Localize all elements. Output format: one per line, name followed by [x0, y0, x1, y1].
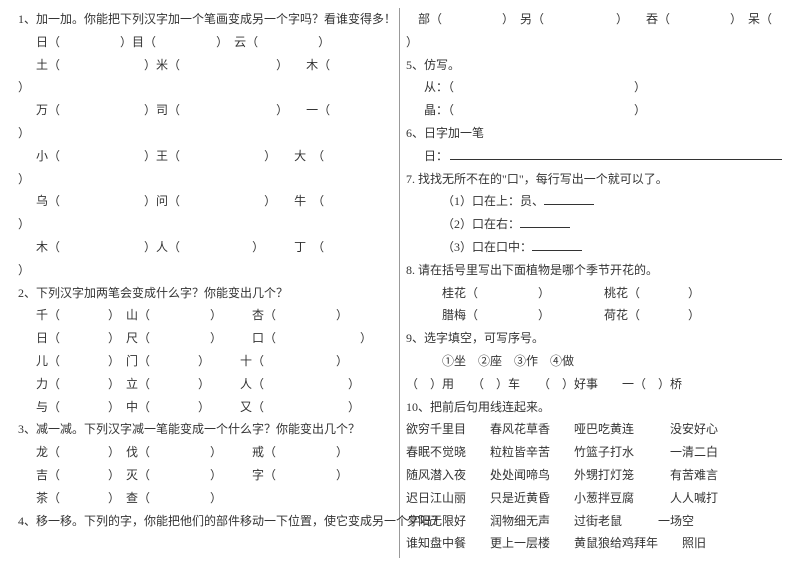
q1-row3: 万（ ）司（ ） 一（ [18, 99, 393, 122]
txt: ）目（ [120, 35, 156, 49]
q9-title: 9、选字填空，可写序号。 [406, 327, 782, 350]
q7-title: 7. 找找无所不在的"口"，每行写出一个就可以了。 [406, 168, 782, 191]
txt: ） 大 （ [264, 149, 324, 163]
txt: ） 牛 （ [264, 194, 324, 208]
txt: ）司（ [144, 103, 180, 117]
q2-r3: 儿（ ） 门（ ） 十（ ） [18, 350, 393, 373]
blank [60, 103, 144, 117]
txt: ） 云（ [216, 35, 258, 49]
txt: 木（ [36, 240, 60, 254]
blank [180, 194, 264, 208]
q7-r1: （1）口在上：员、 [406, 190, 782, 213]
q6-title: 6、日字加一笔 [406, 122, 782, 145]
q4-contend: ） [406, 31, 782, 54]
q5-title: 5、仿写。 [406, 54, 782, 77]
blank [60, 58, 144, 72]
txt: ） [318, 35, 330, 49]
q4-title: 4、移一移。下列的字，你能把他们的部件移动一下位置，使它变成另一个字吗？ [18, 510, 393, 533]
q3-title: 3、减一减。下列汉字减一笔能变成一个什么字？你能变出几个？ [18, 418, 393, 441]
q1-row6end: ） [18, 259, 393, 282]
q2-r2: 日（ ） 尺（ ） 口（ ） [18, 327, 393, 350]
q1-row2end: ） [18, 76, 393, 99]
q1-row5: 乌（ ）问（ ） 牛 （ [18, 190, 393, 213]
blank [180, 149, 264, 163]
txt: ） 木（ [276, 58, 330, 72]
txt: ） 一（ [276, 103, 330, 117]
q2-r4: 力（ ） 立（ ） 人（ ） [18, 373, 393, 396]
q2-title: 2、下列汉字加两笔会变成什么字？你能变出几个？ [18, 282, 393, 305]
q4-cont: 部（ ） 另（ ） 吞（ ） 呆（ [406, 8, 782, 31]
blank [156, 35, 216, 49]
q2-r1: 千（ ） 山（ ） 杏（ ） [18, 304, 393, 327]
q6-fill [450, 145, 782, 159]
q7-r2: （2）口在右： [406, 213, 782, 236]
q8-title: 8. 请在括号里写出下面植物是哪个季节开花的。 [406, 259, 782, 282]
txt: ）王（ [144, 149, 180, 163]
right-column: 部（ ） 另（ ） 吞（ ） 呆（ ） 5、仿写。 从：（ ） 晶：（ ） 6、… [400, 8, 788, 558]
txt: 万（ [36, 103, 60, 117]
q1-title: 1、加一加。你能把下列汉字加一个笔画变成另一个字吗？看谁变得多！ [18, 8, 393, 31]
q2-r5: 与（ ） 中（ ） 又（ ） [18, 396, 393, 419]
txt: （3）口在口中： [442, 240, 532, 254]
txt: ）问（ [144, 194, 180, 208]
blank-underline [544, 191, 594, 205]
blank [60, 240, 144, 254]
q10-r2: 春眠不觉晓 粒粒皆辛苦 竹篮子打水 一清二白 [406, 441, 782, 464]
blank [180, 58, 276, 72]
q1-row2: 土（ ）米（ ） 木（ [18, 54, 393, 77]
txt: （1）口在上：员、 [442, 194, 544, 208]
q1-row1: 日（ ）目（ ） 云（ ） [18, 31, 393, 54]
q10-r6: 谁知盘中餐 更上一层楼 黄鼠狼给鸡拜年 照旧 [406, 532, 782, 555]
txt: 小（ [36, 149, 60, 163]
txt: （2）口在右： [442, 217, 520, 231]
txt: ）米（ [144, 58, 180, 72]
txt: 日（ [36, 35, 60, 49]
blank-underline [520, 214, 570, 228]
q10-r5: 夕阳无限好 润物细无声 过街老鼠 一场空 [406, 510, 782, 533]
q10-r3: 随风潜入夜 处处闻啼鸟 外甥打灯笼 有苦难言 [406, 464, 782, 487]
blank [258, 35, 318, 49]
blank [60, 149, 144, 163]
blank [60, 35, 120, 49]
q1-row3end: ） [18, 122, 393, 145]
q10-r4: 迟日江山丽 只是近黄昏 小葱拌豆腐 人人喊打 [406, 487, 782, 510]
q8-r1: 桂花（ ） 桃花（ ） [406, 282, 782, 305]
blank [180, 103, 276, 117]
txt: 乌（ [36, 194, 60, 208]
q3-r3: 茶（ ） 查（ ） [18, 487, 393, 510]
txt: ） 丁 （ [252, 240, 324, 254]
blank-underline [532, 237, 582, 251]
q6-row: 日： [406, 145, 782, 168]
q10-title: 10、把前后句用线连起来。 [406, 396, 782, 419]
q9-r1: （ ）用 （ ）车 （ ）好事 一（ ）桥 [406, 373, 782, 396]
blank [60, 194, 144, 208]
txt: 土（ [36, 58, 60, 72]
q7-r3: （3）口在口中： [406, 236, 782, 259]
left-column: 1、加一加。你能把下列汉字加一个笔画变成另一个字吗？看谁变得多！ 日（ ）目（ … [12, 8, 400, 558]
q6-label: 日： [424, 145, 448, 168]
q3-r2: 吉（ ） 灭（ ） 字（ ） [18, 464, 393, 487]
txt: ）人（ [144, 240, 180, 254]
q1-row4: 小（ ）王（ ） 大 （ [18, 145, 393, 168]
q9-opts: ①坐 ②座 ③作 ④做 [406, 350, 782, 373]
q1-row6: 木（ ）人（ ） 丁 （ [18, 236, 393, 259]
q8-r2: 腊梅（ ） 荷花（ ） [406, 304, 782, 327]
q1-row5end: ） [18, 213, 393, 236]
q3-r1: 龙（ ） 伐（ ） 戒（ ） [18, 441, 393, 464]
q10-r1: 欲穷千里目 春风花草香 哑巴吃黄连 没安好心 [406, 418, 782, 441]
q5-r1: 从：（ ） [406, 76, 782, 99]
q5-r2: 晶：（ ） [406, 99, 782, 122]
q1-row4end: ） [18, 168, 393, 191]
blank [180, 240, 252, 254]
